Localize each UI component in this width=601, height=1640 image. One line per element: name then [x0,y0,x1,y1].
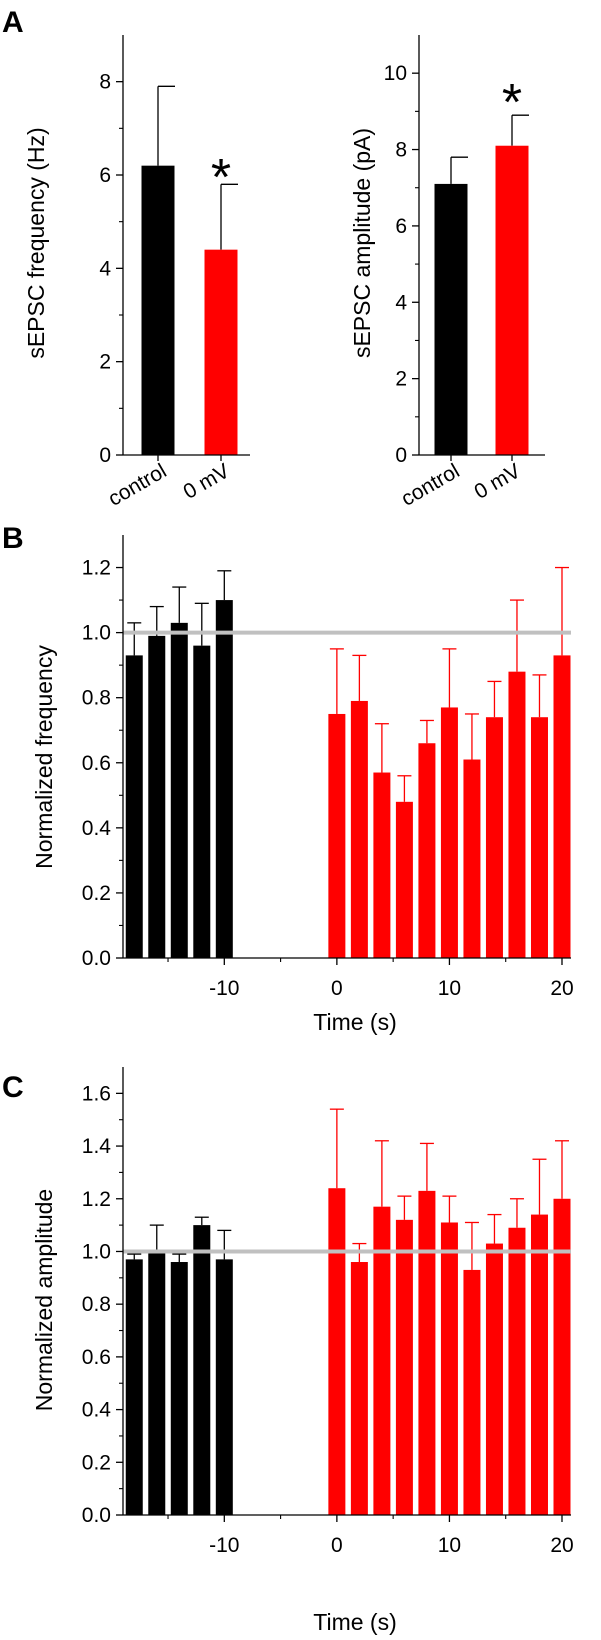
chart2-y-tick-label: 0.0 [82,947,111,970]
chart3-bar [463,1269,481,1515]
chart2-bar [193,645,211,958]
chart2-bar [485,717,503,958]
chart3-bar [373,1206,391,1515]
chart3-bar [215,1259,233,1515]
chart3-y-tick-label: 1.6 [82,1082,111,1105]
chart3-bar [328,1188,346,1515]
chart3-bar [440,1222,458,1515]
chart3-y-tick-label: 0.6 [82,1346,111,1369]
chart3-bar [125,1259,143,1515]
chart0-category-label: control [104,459,170,510]
chart3-bar [418,1190,436,1515]
chart1-y-tick-label: 8 [395,139,407,162]
chart1-y-axis-title: sEPSC amplitude (pA) [349,128,375,358]
chart1-category-label: 0 mV [471,459,525,503]
chart3-bar [170,1262,188,1515]
chart2-bar [215,600,233,958]
chart2-bar [350,700,368,958]
chart2-y-tick-label: 0.6 [82,752,111,775]
chart2-y-axis-title: Normalized frequency [31,645,57,869]
chart3-x-tick-label: 0 [331,1534,343,1557]
chart3-bar [553,1198,571,1515]
chart1-bar [434,183,468,455]
chart2-bar [373,772,391,958]
chart1-significance-marker: * [502,74,522,132]
chart0-bar [141,165,175,455]
chart2-y-tick-label: 1.2 [82,557,111,580]
chart2-bar [170,622,188,958]
chart2-bar [440,707,458,958]
chart0-y-axis-title: sEPSC frequency (Hz) [23,127,49,358]
chart3-bar [350,1262,368,1515]
chart3-x-tick-label: -10 [209,1534,239,1557]
chart3-bar [193,1225,211,1515]
chart0-category-label: 0 mV [180,459,234,503]
chart3-y-tick-label: 1.0 [82,1240,111,1263]
chart0-y-tick-label: 6 [99,164,111,187]
chart3-x-axis-title: Time (s) [313,1609,396,1635]
chart0-y-tick-label: 8 [99,71,111,94]
chart3-x-tick-label: 20 [550,1534,573,1557]
chart0-significance-marker: * [211,149,231,207]
chart3-bar [530,1214,548,1515]
chart2-bar [125,655,143,958]
chart0-y-tick-label: 2 [99,351,111,374]
chart2-x-tick-label: -10 [209,977,239,1000]
chart0-y-tick-label: 4 [99,257,111,280]
chart3-y-tick-label: 0.4 [82,1399,112,1422]
chart2-x-tick-label: 20 [550,977,573,1000]
chart2-bar [328,713,346,958]
chart2-bar [508,671,526,958]
chart3-bar [508,1227,526,1515]
chart2-y-tick-label: 1.0 [82,622,111,645]
chart2-y-tick-label: 0.4 [82,817,112,840]
chart0-y-tick-label: 0 [99,444,111,467]
chart2-y-tick-label: 0.8 [82,687,111,710]
chart2-panel-label: B [2,522,24,555]
chart0-panel-label: A [2,6,24,39]
chart1-category-label: control [397,459,463,510]
chart2-x-tick-label: 10 [438,977,461,1000]
chart2-y-tick-label: 0.2 [82,882,111,905]
chart3-bar [485,1243,503,1515]
chart2-bar [553,655,571,958]
chart3-x-tick-label: 10 [438,1534,461,1557]
chart1-y-tick-label: 4 [395,291,407,314]
chart3-y-tick-label: 0.2 [82,1451,111,1474]
chart2-bar [418,743,436,958]
chart3-y-tick-label: 0.8 [82,1293,111,1316]
chart1-y-tick-label: 10 [384,62,407,85]
chart3-panel-label: C [2,1071,24,1104]
chart2-bar [530,717,548,958]
chart2-bar [148,635,166,958]
chart3-bar [148,1251,166,1515]
chart3-y-tick-label: 1.4 [82,1135,112,1158]
chart2-x-tick-label: 0 [331,977,343,1000]
chart3-y-tick-label: 0.0 [82,1504,111,1527]
chart1-y-tick-label: 2 [395,368,407,391]
chart1-y-tick-label: 0 [395,444,407,467]
chart1-y-tick-label: 6 [395,215,407,238]
chart0-bar [204,249,238,455]
chart3-y-axis-title: Normalized amplitude [31,1189,57,1411]
chart2-x-axis-title: Time (s) [313,1009,396,1035]
chart3-bar [395,1219,413,1515]
chart2-bar [395,801,413,958]
chart2-bar [463,759,481,958]
chart3-y-tick-label: 1.2 [82,1188,111,1211]
chart1-bar [495,145,529,455]
